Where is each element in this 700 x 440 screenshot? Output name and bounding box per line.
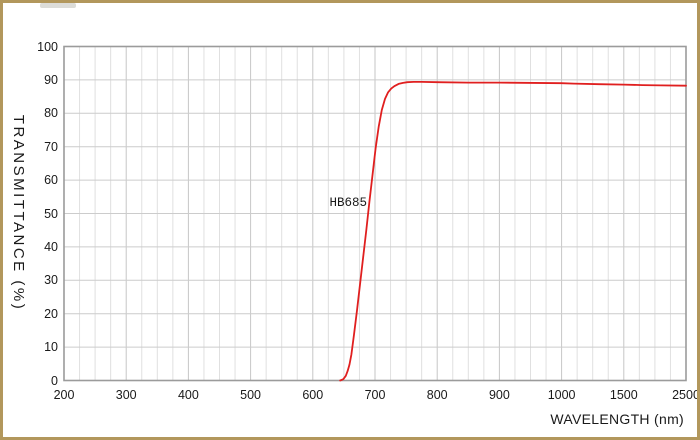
x-tick-label: 600 — [302, 388, 324, 402]
x-tick-label: 1500 — [609, 388, 638, 402]
x-tick-label: 400 — [177, 388, 199, 402]
transmittance-curve — [339, 81, 687, 382]
plot-border — [63, 45, 687, 382]
x-tick-label: 700 — [364, 388, 386, 402]
x-tick-label: 800 — [426, 388, 448, 402]
y-tick-label: 40 — [44, 239, 58, 254]
y-axis-title: TRANSMITTANCE (%) — [10, 114, 27, 312]
x-tick-label: 1000 — [547, 388, 576, 402]
x-tick-label: 500 — [240, 388, 262, 402]
top-left-artifact — [40, 3, 76, 8]
x-tick-label: 300 — [115, 388, 137, 402]
series-label-hb685: HB685 — [329, 196, 368, 211]
y-tick-label: 20 — [44, 306, 58, 321]
y-tick-label: 60 — [44, 173, 58, 188]
y-tick-label: 80 — [44, 106, 58, 121]
y-tick-label: 90 — [44, 72, 58, 87]
y-tick-label: 10 — [44, 340, 58, 355]
x-tick-label: 2500 — [672, 388, 700, 402]
x-axis-title: WAVELENGTH (nm) — [550, 411, 684, 427]
y-tick-label: 70 — [44, 139, 58, 154]
y-tick-label: 0 — [51, 373, 58, 388]
x-tick-label: 200 — [53, 388, 75, 402]
x-tick-label: 900 — [488, 388, 510, 402]
y-tick-label: 100 — [37, 39, 58, 54]
y-tick-label: 50 — [44, 206, 58, 221]
y-tick-label: 30 — [44, 273, 58, 288]
